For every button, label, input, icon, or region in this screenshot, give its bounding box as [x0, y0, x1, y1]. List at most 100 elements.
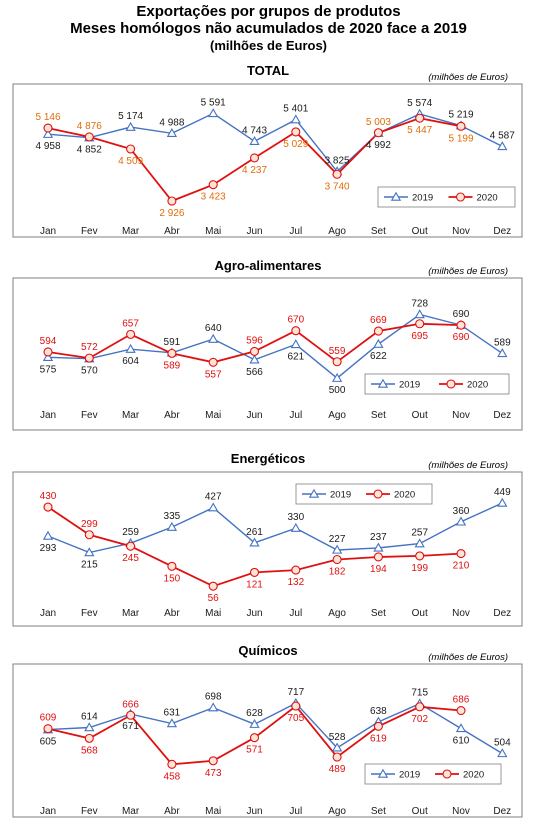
data-label-2020: 210 — [453, 561, 470, 572]
point-2020 — [249, 346, 260, 356]
point-2020 — [208, 756, 218, 766]
data-label-2019: 570 — [81, 366, 98, 377]
data-label-2019: 227 — [329, 534, 346, 545]
legend-marker-2020 — [455, 192, 466, 202]
legend-label-2020: 2020 — [463, 770, 484, 781]
series-line-2019 — [47, 112, 503, 173]
data-label-2019: 257 — [411, 528, 428, 539]
point-2020 — [84, 353, 94, 363]
data-label-2020: 619 — [370, 733, 387, 744]
x-tick-label: Jan — [40, 226, 56, 237]
x-tick-label: Jan — [40, 608, 56, 619]
point-2020 — [249, 567, 260, 577]
data-label-2020: 3 740 — [325, 181, 350, 192]
data-label-2019: 330 — [287, 512, 304, 523]
data-label-2020: 686 — [453, 695, 470, 706]
x-tick-label: Fev — [81, 226, 98, 237]
x-tick-label: Ago — [328, 410, 346, 421]
data-label-2020: 695 — [411, 331, 428, 342]
unit-note: (milhões de Euros) — [209, 38, 328, 53]
point-2020 — [291, 565, 301, 575]
point-2020 — [43, 123, 53, 133]
data-label-2019: 500 — [329, 385, 346, 396]
data-label-2020: 2 926 — [159, 208, 184, 219]
x-tick-label: Fev — [81, 608, 98, 619]
data-label-2020: 5 003 — [366, 117, 391, 128]
x-tick-label: Fev — [81, 806, 98, 817]
legend-box — [295, 483, 433, 505]
point-2019 — [166, 127, 178, 137]
point-2020 — [126, 541, 136, 551]
data-label-2019: 4 958 — [35, 141, 60, 152]
point-2020 — [415, 319, 425, 329]
unit-label: (milhões de Euros) — [428, 460, 508, 471]
data-label-2020: 182 — [329, 567, 346, 578]
chart-title: TOTAL — [247, 63, 289, 78]
x-tick-label: Mai — [205, 410, 221, 421]
x-tick-label: Jun — [246, 608, 262, 619]
point-2020 — [84, 733, 94, 743]
unit-label: (milhões de Euros) — [428, 652, 508, 663]
data-label-2020: 5 146 — [35, 112, 60, 123]
point-2020 — [167, 348, 177, 358]
point-2019 — [249, 135, 260, 146]
legend-label-2019: 2019 — [330, 490, 351, 501]
point-2019 — [166, 521, 178, 531]
data-label-2019: 728 — [411, 299, 428, 310]
point-2020 — [332, 357, 342, 367]
point-2020 — [415, 551, 425, 561]
data-label-2019: 4 992 — [366, 140, 391, 151]
data-label-2020: 245 — [122, 553, 139, 564]
data-label-2020: 589 — [164, 360, 181, 371]
x-tick-label: Nov — [452, 410, 470, 421]
point-2019 — [331, 742, 343, 752]
point-2020 — [456, 121, 466, 131]
x-tick-label: Ago — [328, 226, 346, 237]
x-tick-label: Mar — [122, 226, 140, 237]
data-label-2020: 705 — [287, 713, 304, 724]
point-2020 — [43, 347, 53, 357]
data-label-2020: 669 — [370, 315, 387, 326]
point-2019 — [497, 497, 508, 507]
data-label-2019: 449 — [494, 487, 511, 498]
page-subtitle: Meses homólogos não acumulados de 2020 f… — [70, 20, 467, 37]
data-label-2019: 591 — [164, 337, 181, 348]
point-2019 — [42, 351, 54, 361]
point-2019 — [455, 723, 467, 733]
data-label-2020: 4 237 — [242, 165, 267, 176]
legend-marker-2020 — [373, 489, 383, 499]
data-label-2020: 666 — [122, 699, 139, 710]
point-2019 — [84, 547, 95, 557]
data-label-2020: 557 — [205, 369, 222, 380]
data-label-2020: 4 876 — [77, 121, 102, 132]
data-label-2020: 571 — [246, 745, 263, 756]
legend-marker-2019 — [308, 488, 320, 498]
chart-frame — [12, 83, 523, 238]
x-tick-label: Set — [371, 608, 386, 619]
data-label-2019: 566 — [246, 367, 263, 378]
legend-box — [364, 763, 502, 785]
point-2020 — [126, 329, 136, 339]
legend-label-2020: 2020 — [477, 193, 498, 204]
data-label-2019: 690 — [453, 309, 470, 320]
point-2020 — [332, 752, 342, 762]
data-label-2019: 631 — [164, 708, 181, 719]
point-2019 — [331, 544, 343, 554]
page-title: Exportações por grupos de produtos — [136, 3, 401, 20]
data-label-2019: 360 — [453, 506, 470, 517]
data-label-2019: 671 — [122, 721, 139, 732]
data-label-2020: 132 — [287, 577, 304, 588]
data-label-2020: 568 — [81, 745, 98, 756]
chart-title: Energéticos — [231, 451, 305, 466]
point-2019 — [125, 121, 136, 131]
data-label-2020: 5 447 — [407, 125, 432, 136]
x-tick-label: Mai — [205, 608, 221, 619]
chart-frame — [12, 663, 523, 818]
data-label-2019: 4 743 — [242, 125, 267, 136]
chart-title: Químicos — [238, 643, 297, 658]
data-label-2019: 261 — [246, 527, 263, 538]
point-2020 — [373, 552, 383, 562]
x-tick-label: Set — [371, 410, 386, 421]
data-label-2020: 609 — [40, 713, 57, 724]
